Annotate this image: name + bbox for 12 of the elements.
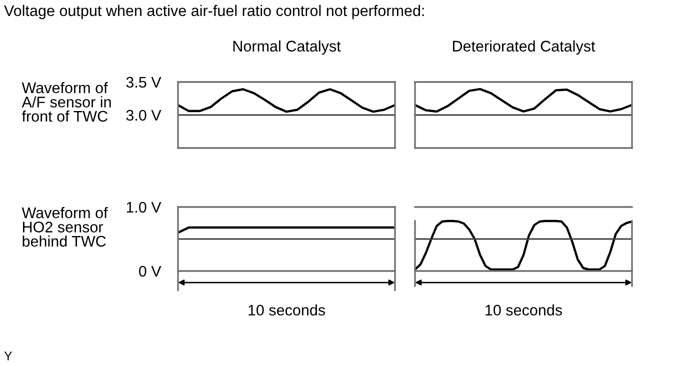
- text: Y: [4, 352, 12, 360]
- text: Voltage output when active air-fuel ratio control not performed:: [4, 4, 424, 20]
- chart-title: Normal Catalyst: [233, 40, 341, 55]
- y-tick-label: 1.0 V: [126, 202, 162, 213]
- x-axis-title: 10 seconds: [248, 304, 326, 316]
- y-axis-title: Waveform of HO2 sensor behind TWC: [22, 207, 108, 247]
- y-tick-label: 0 V: [139, 266, 162, 277]
- y-tick-label: 3.0 V: [126, 110, 162, 121]
- y-tick-label: 3.5 V: [126, 76, 162, 88]
- x-axis-title: 10 seconds: [486, 304, 562, 316]
- y-axis-title: Waveform of A/F sensor in front of TWC: [22, 82, 111, 122]
- chart-title: Deteriorated Catalyst: [453, 40, 596, 55]
